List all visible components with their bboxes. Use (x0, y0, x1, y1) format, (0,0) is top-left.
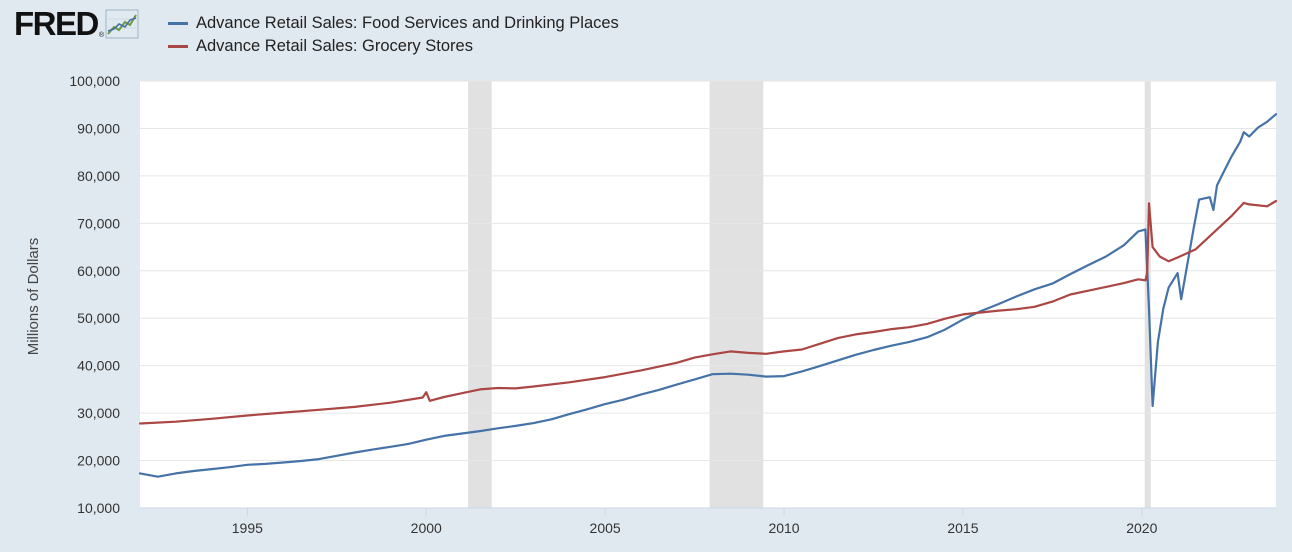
legend-label-grocery-stores: Advance Retail Sales: Grocery Stores (196, 37, 473, 55)
x-tick-label: 1995 (232, 520, 263, 536)
y-tick-label: 30,000 (77, 405, 120, 421)
x-tick-label: 2005 (590, 520, 621, 536)
fred-logo[interactable]: FRED ® (14, 6, 139, 44)
chart-legend: Advance Retail Sales: Food Services and … (168, 12, 619, 58)
y-tick-label: 100,000 (69, 73, 120, 89)
y-tick-label: 40,000 (77, 358, 120, 374)
recession-band (468, 81, 492, 508)
series-line-grocery-stores[interactable] (138, 199, 1278, 425)
x-axis: 1995 2000 2005 2010 2015 2020 (140, 507, 1276, 536)
x-tick-label: 2010 (768, 520, 799, 536)
legend-swatch-grocery-stores (168, 45, 188, 48)
legend-swatch-food-services (168, 22, 188, 25)
y-tick-label: 10,000 (77, 500, 120, 516)
y-tick-label: 80,000 (77, 168, 120, 184)
legend-item-food-services[interactable]: Advance Retail Sales: Food Services and … (168, 12, 619, 35)
data-series (138, 113, 1278, 478)
legend-label-food-services: Advance Retail Sales: Food Services and … (196, 14, 619, 32)
y-axis-title: Millions of Dollars (25, 238, 42, 356)
y-tick-label: 90,000 (77, 120, 120, 136)
legend-item-grocery-stores[interactable]: Advance Retail Sales: Grocery Stores (168, 35, 619, 58)
registered-mark: ® (98, 32, 105, 39)
y-tick-label: 20,000 (77, 453, 120, 469)
line-chart-icon (105, 9, 139, 39)
y-tick-label: 60,000 (77, 263, 120, 279)
y-tick-label: 50,000 (77, 310, 120, 326)
x-tick-label: 2015 (947, 520, 978, 536)
x-tick-label: 2000 (411, 520, 442, 536)
y-axis: 10,000 20,000 30,000 40,000 50,000 60,000 70,0… (69, 73, 120, 516)
y-tick-label: 70,000 (77, 215, 120, 231)
series-line-food-services[interactable] (138, 113, 1278, 478)
logo-wordmark: FRED (14, 5, 99, 42)
recession-band (709, 81, 764, 508)
plot-area[interactable] (140, 81, 1276, 508)
x-tick-label: 2020 (1126, 520, 1157, 536)
